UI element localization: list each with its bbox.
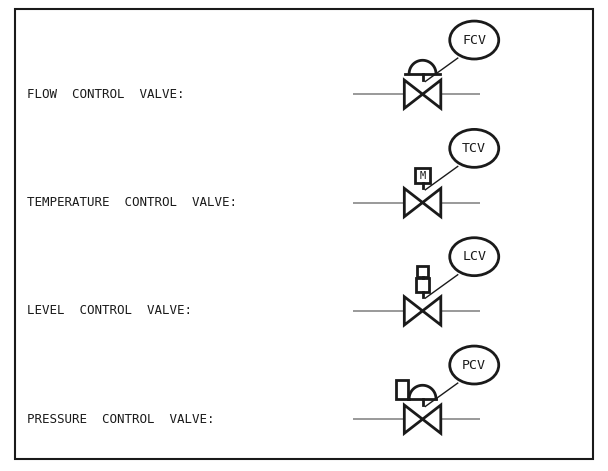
Text: PCV: PCV bbox=[462, 358, 486, 372]
Bar bbox=[417, 266, 428, 277]
Polygon shape bbox=[423, 297, 441, 325]
Text: LEVEL  CONTROL  VALVE:: LEVEL CONTROL VALVE: bbox=[27, 304, 192, 317]
Polygon shape bbox=[404, 297, 423, 325]
Text: TEMPERATURE  CONTROL  VALVE:: TEMPERATURE CONTROL VALVE: bbox=[27, 196, 237, 209]
Bar bbox=[415, 168, 430, 184]
Text: LCV: LCV bbox=[462, 250, 486, 263]
Polygon shape bbox=[423, 80, 441, 108]
Polygon shape bbox=[423, 188, 441, 217]
Text: FLOW  CONTROL  VALVE:: FLOW CONTROL VALVE: bbox=[27, 88, 185, 101]
Circle shape bbox=[450, 130, 499, 167]
Bar bbox=[396, 381, 409, 398]
Bar bbox=[416, 278, 429, 292]
Circle shape bbox=[450, 238, 499, 276]
Polygon shape bbox=[404, 80, 423, 108]
Polygon shape bbox=[423, 405, 441, 433]
Circle shape bbox=[450, 346, 499, 384]
Polygon shape bbox=[404, 188, 423, 217]
Text: M: M bbox=[420, 171, 426, 181]
Circle shape bbox=[450, 21, 499, 59]
Text: FCV: FCV bbox=[462, 33, 486, 47]
Text: PRESSURE  CONTROL  VALVE:: PRESSURE CONTROL VALVE: bbox=[27, 413, 215, 426]
Text: TCV: TCV bbox=[462, 142, 486, 155]
Polygon shape bbox=[404, 405, 423, 433]
